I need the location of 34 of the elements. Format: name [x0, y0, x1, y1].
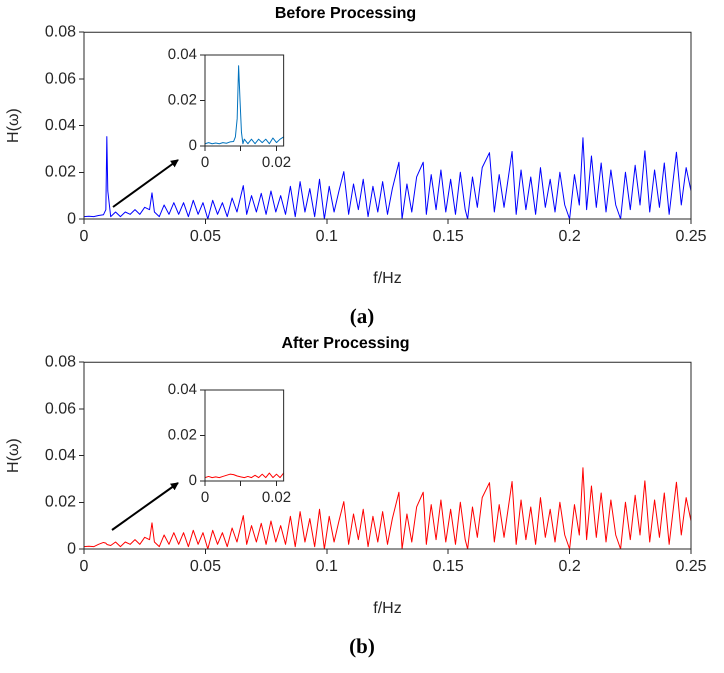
y-tick-label: 0	[67, 540, 76, 558]
x-tick-label: 0.1	[316, 558, 338, 576]
y-tick-label: 0.04	[44, 447, 76, 464]
y-tick-label: 0.08	[44, 354, 76, 371]
x-axis-title: f/Hz	[373, 600, 402, 617]
y-tick-label: 0.04	[44, 117, 76, 134]
y-tick-label: 0.02	[168, 92, 197, 109]
x-tick-label: 0.2	[558, 558, 581, 576]
x-tick-label: 0.25	[675, 558, 707, 576]
x-tick-label: 0.05	[190, 558, 222, 576]
x-tick-label: 0.15	[432, 558, 464, 576]
y-tick-label: 0	[67, 210, 76, 228]
y-tick-label: 0.04	[168, 46, 197, 64]
x-tick-label: 0.15	[432, 228, 464, 246]
y-tick-label: 0.04	[168, 381, 197, 398]
x-tick-label: 0.2	[558, 228, 581, 246]
x-axis-title: f/Hz	[373, 270, 402, 287]
y-tick-label: 0.02	[168, 426, 197, 444]
x-tick-label: 0.1	[316, 228, 338, 246]
y-tick-label: 0.08	[44, 24, 76, 41]
x-tick-label: 0.05	[190, 228, 222, 246]
chart-title: After Processing	[281, 335, 410, 352]
x-tick-label: 0.25	[675, 228, 707, 246]
y-axis-title: H(ω)	[5, 438, 22, 473]
x-tick-label: 0	[80, 558, 89, 576]
x-tick-label: 0	[80, 228, 89, 246]
y-tick-label: 0.06	[44, 400, 76, 418]
text: (b)	[348, 634, 376, 659]
y-axis-title: H(ω)	[5, 108, 22, 143]
y-tick-label: 0	[188, 137, 197, 154]
text: (a)	[348, 304, 376, 329]
chart-title: Before Processing	[274, 5, 416, 22]
y-tick-label: 0	[188, 472, 197, 490]
y-tick-label: 0.06	[44, 70, 76, 88]
